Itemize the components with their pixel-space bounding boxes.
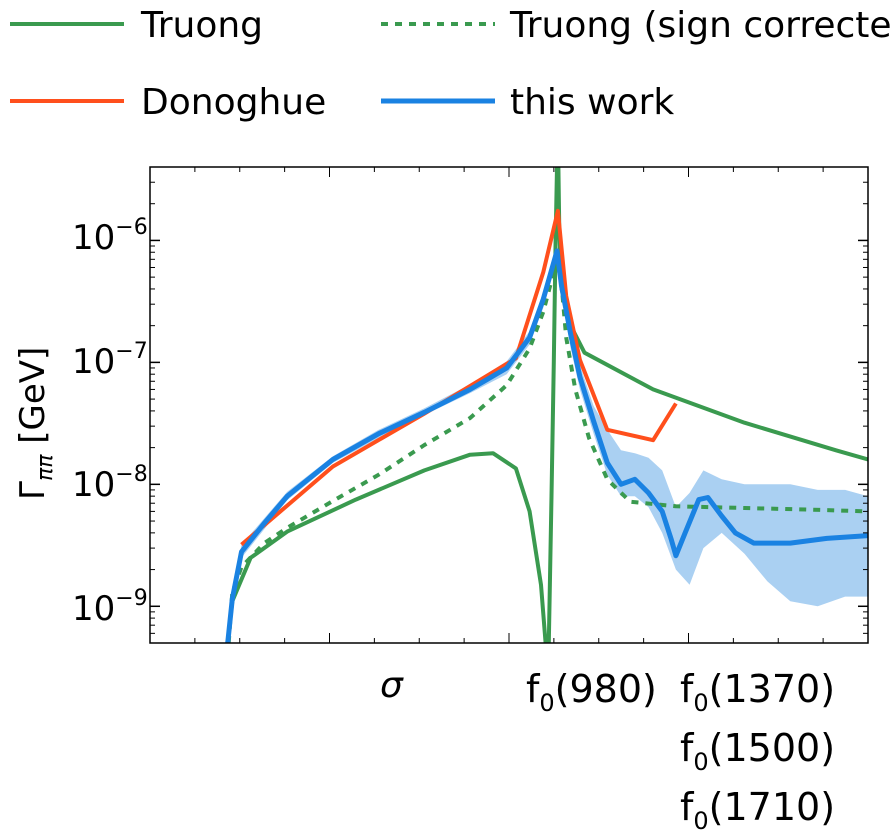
series-line-this-work bbox=[225, 248, 868, 643]
y-tick-label-1e-9: 10−9 bbox=[72, 586, 148, 629]
legend-label-truong-sign-corrected: Truong (sign corrected) bbox=[509, 5, 890, 46]
series-line-truong bbox=[225, 167, 868, 643]
series-line-truong-sign-corrected bbox=[226, 257, 868, 643]
y-tick-label-1e-7: 10−7 bbox=[72, 339, 148, 382]
legend: Truong Truong (sign corrected) Donoghue … bbox=[10, 5, 890, 123]
legend-item-truong-sign-corrected: Truong (sign corrected) bbox=[381, 5, 890, 46]
legend-item-donoghue: Donoghue bbox=[10, 82, 326, 123]
y-tick-label-1e-8: 10−8 bbox=[72, 462, 148, 505]
uncertainty-band-this-work bbox=[232, 243, 868, 607]
plot-area bbox=[149, 166, 869, 644]
x-marker-f0-980: f0(980) bbox=[526, 667, 657, 717]
y-tick-label-1e-6: 10−6 bbox=[72, 215, 148, 258]
legend-item-this-work: this work bbox=[381, 82, 674, 123]
legend-label-this-work: this work bbox=[510, 82, 674, 123]
y-tick-labels: 10−9 10−8 10−7 10−6 bbox=[72, 215, 148, 629]
x-marker-sigma: σ bbox=[380, 665, 404, 706]
legend-label-donoghue: Donoghue bbox=[141, 82, 326, 123]
y-axis-title: Γππ [GeV] bbox=[13, 347, 58, 500]
x-marker-f0-1500: f0(1500) bbox=[680, 726, 835, 776]
x-marker-labels: σ f0(980) f0(1370) f0(1500) f0(1710) bbox=[380, 665, 835, 834]
series-line-donoghue bbox=[240, 208, 678, 547]
legend-item-truong: Truong bbox=[10, 5, 263, 46]
legend-label-truong: Truong bbox=[140, 5, 263, 46]
x-marker-f0-1710: f0(1710) bbox=[680, 785, 835, 834]
series-layer bbox=[225, 167, 868, 643]
uncertainty-band-layer bbox=[232, 243, 868, 607]
x-marker-f0-1370: f0(1370) bbox=[680, 667, 835, 717]
tick-layer bbox=[150, 166, 868, 644]
